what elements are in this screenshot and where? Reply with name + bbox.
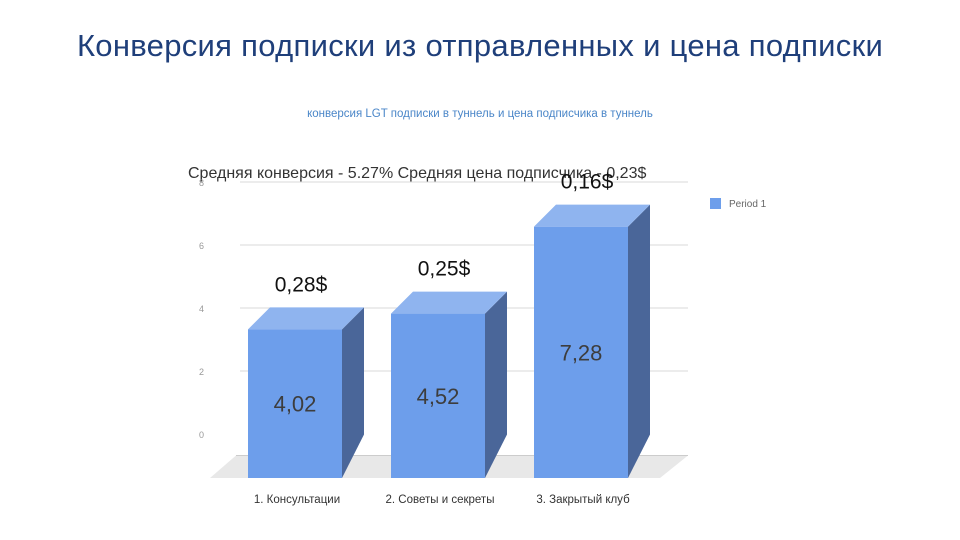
x-tick-label: 1. Консультации	[254, 494, 340, 506]
bar	[534, 226, 628, 478]
y-tick-label: 4	[199, 304, 204, 314]
bar-top-face	[391, 291, 507, 314]
bar-top-face	[248, 307, 364, 330]
x-tick-label: 3. Закрытый клуб	[536, 494, 630, 506]
bar-value-label: 4,52	[417, 384, 460, 409]
bar-side-face	[628, 204, 650, 478]
bar-value-label: 7,28	[560, 340, 603, 365]
chart-title: Средняя конверсия - 5.27% Средняя цена п…	[188, 165, 646, 182]
bar-value-label: 4,02	[274, 392, 317, 417]
slide-title: Конверсия подписки из отправленных и цен…	[76, 28, 884, 63]
price-label: 0,25$	[418, 258, 471, 281]
slide-subtitle: конверсия LGT подписки в туннель и цена …	[307, 108, 653, 120]
x-tick-label: 2. Советы и секреты	[386, 494, 495, 506]
price-label: 0,16$	[561, 171, 614, 194]
bar-side-face	[342, 307, 364, 478]
y-tick-label: 2	[199, 367, 204, 377]
y-tick-label: 6	[199, 241, 204, 251]
bar-side-face	[485, 291, 507, 478]
bar	[391, 313, 485, 478]
legend-label: Period 1	[729, 199, 767, 210]
bar	[248, 329, 342, 478]
y-tick-label: 0	[199, 430, 204, 440]
legend-swatch	[710, 198, 721, 209]
bar-top-face	[534, 204, 650, 227]
y-tick-label: 8	[199, 178, 204, 188]
price-label: 0,28$	[275, 273, 328, 296]
